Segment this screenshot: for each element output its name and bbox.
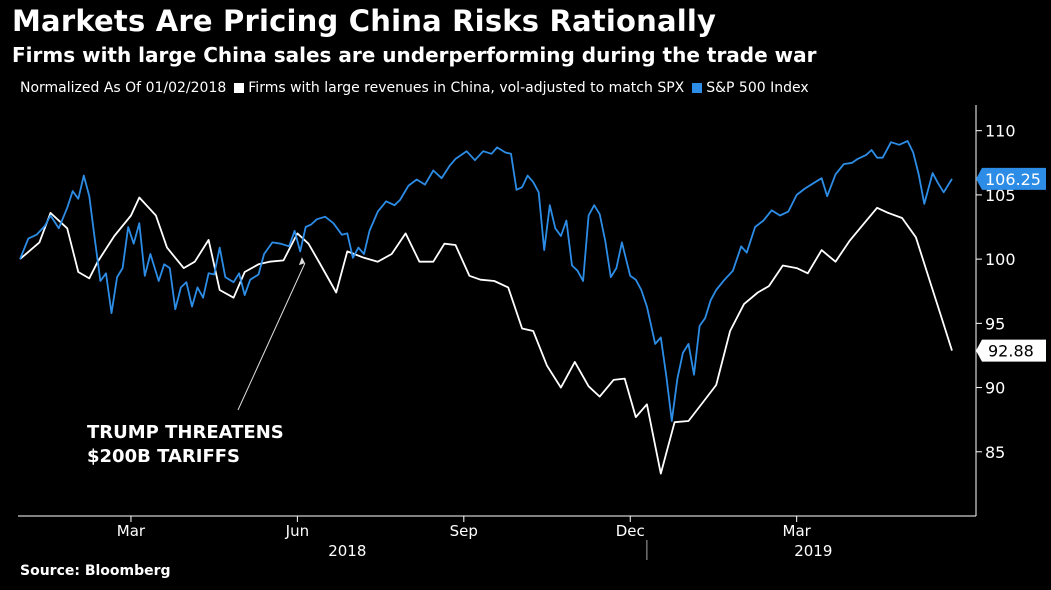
y-tick-label: 105	[985, 186, 1016, 205]
annotation-text: $200B TARIFFS	[87, 446, 240, 467]
legend-label-china: Firms with large revenues in China, vol-…	[248, 80, 685, 96]
source-note: Source: Bloomberg	[20, 563, 171, 579]
legend-swatch-spx	[692, 83, 703, 93]
series-line-china	[19, 196, 953, 475]
series-line-spx	[19, 140, 953, 422]
normalization-note: Normalized As Of 01/02/2018	[20, 80, 227, 96]
last-value-tag-spx	[976, 167, 1046, 190]
annotation-text: TRUMP THREATENS	[87, 422, 284, 443]
y-tick-label: 95	[985, 314, 1005, 333]
x-tick-label: Jun	[285, 522, 309, 540]
x-tick-label: Mar	[117, 522, 146, 540]
y-tick-label: 90	[985, 379, 1005, 398]
chart-subtitle: Firms with large China sales are underpe…	[12, 43, 817, 67]
last-value-spx: 106.25	[985, 170, 1041, 189]
annotation-arrow	[237, 262, 306, 411]
last-value-tag-china	[976, 339, 1046, 362]
legend-swatch-china	[234, 83, 245, 93]
legend: Normalized As Of 01/02/2018 Firms with l…	[20, 80, 809, 96]
year-label: 2019	[794, 542, 832, 560]
year-label: 2018	[328, 542, 366, 560]
x-tick-label: Sep	[450, 522, 478, 540]
annotation-arrowhead	[298, 257, 305, 266]
last-value-china: 92.88	[988, 342, 1034, 361]
x-tick-label: Dec	[616, 522, 645, 540]
y-tick-label: 100	[985, 250, 1016, 269]
y-tick-label: 85	[985, 443, 1005, 462]
chart-title: Markets Are Pricing China Risks Rational…	[12, 4, 717, 38]
legend-label-spx: S&P 500 Index	[706, 80, 809, 96]
x-tick-label: Mar	[783, 522, 812, 540]
y-tick-label: 110	[985, 122, 1016, 141]
